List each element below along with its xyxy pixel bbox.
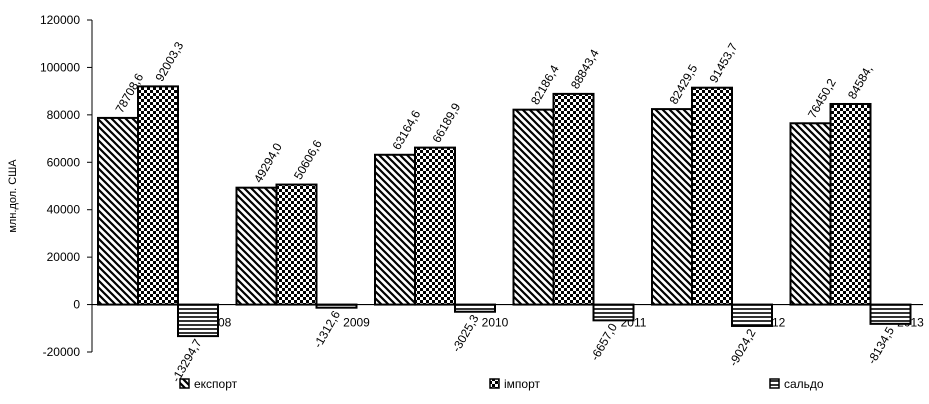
data-label: 92003,3 (152, 39, 186, 84)
data-label: 50606,6 (291, 137, 325, 182)
legend-swatch (179, 378, 190, 389)
bar-horizontal-lines (177, 303, 219, 338)
bar-diagonal-stripes (789, 122, 832, 306)
bar-diagonal-stripes (512, 108, 555, 306)
legend-label: сальдо (784, 377, 824, 391)
data-label: 91453,7 (706, 40, 740, 85)
data-label: 84584, (845, 63, 875, 102)
bar-diagonal-stripes (374, 153, 416, 306)
data-label: -8134,5 (865, 324, 898, 367)
bar-checker (691, 86, 733, 306)
bar-horizontal-lines (315, 303, 358, 309)
bar-checker (275, 183, 318, 306)
y-axis: -20000 0 20000 40000 60000 80000 100000 120000 (40, 13, 93, 359)
data-label: 63164,6 (389, 107, 423, 152)
plot-area: 200878708,692003,3-13294,7200949294,0506… (92, 39, 924, 385)
bar-checker (414, 146, 456, 306)
data-label: 49294,0 (251, 140, 285, 185)
bar-horizontal-lines (731, 303, 773, 327)
bar-checker (137, 85, 179, 306)
bar-horizontal-lines (869, 303, 912, 325)
legend: експорт імпорт сальдо (179, 377, 824, 391)
y-axis-title: млн.дол. США (7, 159, 19, 233)
bar-checker (829, 102, 872, 306)
x-tick-label: 2009 (343, 316, 370, 330)
bar-checker (552, 92, 595, 306)
y-tick-label: 0 (73, 298, 80, 312)
legend-swatch (769, 378, 780, 389)
legend-label: експорт (194, 377, 238, 391)
y-tick-label: 120000 (40, 13, 80, 27)
y-tick-label: 20000 (47, 250, 81, 264)
y-tick-label: 40000 (47, 203, 81, 217)
y-tick-label: -20000 (43, 345, 81, 359)
y-tick-label: 100000 (40, 60, 80, 74)
data-label: 66189,9 (429, 100, 463, 145)
bar-horizontal-lines (592, 303, 635, 322)
bar-horizontal-lines (454, 303, 496, 313)
y-tick-label: 60000 (47, 155, 81, 169)
bar-diagonal-stripes (97, 116, 139, 306)
y-tick-label: 80000 (47, 108, 81, 122)
data-label: -3025,3 (449, 312, 482, 355)
data-label: -1312,6 (311, 308, 344, 351)
bar-diagonal-stripes (651, 108, 693, 306)
data-label: 88843,4 (568, 47, 602, 92)
x-tick-label: 2010 (482, 316, 509, 330)
data-label: -9024,2 (726, 326, 759, 369)
legend-swatch (489, 378, 500, 389)
bar-diagonal-stripes (235, 186, 278, 306)
data-label: -6657,0 (588, 321, 621, 364)
legend-label: імпорт (504, 377, 540, 391)
